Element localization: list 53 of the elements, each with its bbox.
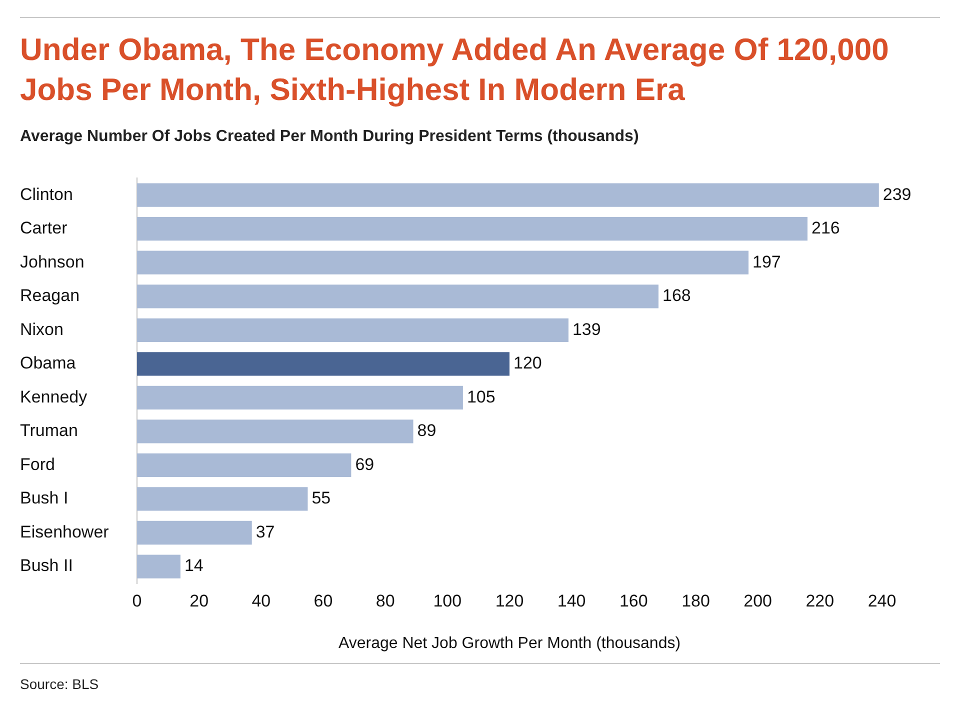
- bar: [137, 318, 568, 342]
- data-label: 197: [752, 252, 781, 272]
- bar: [137, 250, 749, 274]
- bar: [137, 386, 463, 410]
- y-tick-label: Kennedy: [20, 387, 88, 406]
- x-tick-label: 200: [744, 591, 772, 610]
- y-tick-label: Johnson: [20, 252, 84, 272]
- x-tick-label: 140: [557, 591, 586, 610]
- y-tick-label: Obama: [20, 354, 76, 373]
- data-label: 139: [572, 320, 601, 339]
- y-tick-label: Reagan: [20, 286, 80, 306]
- x-tick-label: 60: [314, 591, 333, 610]
- y-tick-label: Eisenhower: [20, 522, 110, 542]
- x-tick-label: 120: [495, 591, 524, 610]
- bar: [137, 217, 808, 241]
- bar: [137, 487, 308, 511]
- x-tick-label: 80: [376, 591, 395, 610]
- y-tick-label: Clinton: [20, 184, 73, 204]
- x-tick-label: 180: [682, 591, 710, 610]
- bar: [137, 420, 414, 444]
- y-tick-label: Bush II: [20, 556, 73, 576]
- source-note: Source: BLS: [20, 676, 99, 692]
- bar: [137, 183, 879, 207]
- x-tick-label: 220: [806, 591, 834, 610]
- data-label: 37: [256, 522, 275, 542]
- bar: [137, 453, 352, 478]
- bar: [137, 352, 510, 376]
- x-tick-label: 40: [252, 591, 271, 610]
- y-tick-label: Bush I: [20, 488, 68, 508]
- bar: [137, 554, 180, 578]
- chart-subtitle: Average Number Of Jobs Created Per Month During President Terms (thousands): [20, 128, 639, 146]
- x-tick-label: 20: [190, 591, 209, 610]
- x-axis-title: Average Net Job Growth Per Month (thousands): [338, 634, 681, 652]
- y-tick-label: Nixon: [20, 320, 64, 339]
- x-tick-label: 0: [132, 591, 142, 610]
- data-label: 69: [355, 454, 374, 474]
- data-label: 89: [417, 421, 436, 440]
- x-tick-label: 160: [619, 591, 648, 610]
- bar: [137, 284, 658, 308]
- data-label: 120: [514, 354, 542, 373]
- y-tick-label: Truman: [20, 421, 78, 440]
- data-label: 239: [882, 184, 912, 204]
- x-tick-label: 100: [433, 591, 462, 610]
- x-tick-label: 240: [868, 591, 896, 610]
- data-label: 216: [812, 218, 840, 238]
- chart-title: Under Obama, The Economy Added An Average Of 120,000 Jobs Per Month, Sixth-Highest In Modern Era: [20, 31, 890, 109]
- bar: [137, 520, 252, 545]
- y-tick-label: Ford: [20, 454, 55, 474]
- data-label: 168: [662, 286, 691, 306]
- data-label: 14: [184, 556, 204, 576]
- data-label: 105: [466, 387, 496, 406]
- y-tick-label: Carter: [20, 218, 68, 238]
- data-label: 55: [312, 488, 331, 508]
